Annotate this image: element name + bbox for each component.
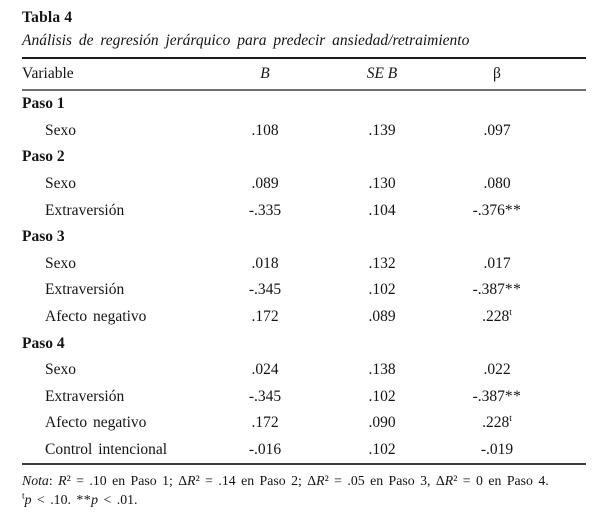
cell-b: .018 — [251, 254, 279, 272]
cell-beta: .228t — [482, 307, 512, 326]
variable-label: Extraversión — [45, 201, 125, 219]
significance-stars: ** — [504, 201, 522, 219]
significance-stars: ** — [504, 387, 522, 405]
step-label: Paso 3 — [22, 228, 65, 246]
step-label: Paso 2 — [22, 148, 65, 166]
cell-seb: .138 — [368, 361, 396, 379]
cell-beta: -.387** — [472, 281, 522, 299]
note-label: Nota — [22, 473, 49, 489]
variable-label: Sexo — [45, 121, 76, 139]
table-row-step: Paso 2 — [22, 144, 586, 171]
cell-b: .089 — [251, 175, 279, 193]
cell-b: .172 — [251, 414, 279, 432]
table-row-variable: Extraversión -.345 .102 -.387** — [22, 277, 586, 304]
table-row-variable: Sexo .089 .130 .080 — [22, 171, 586, 198]
paper-table: Tabla 4 Análisis de regresión jerárquico… — [22, 9, 586, 508]
cell-beta: -.376** — [472, 201, 522, 219]
variable-label: Extraversión — [45, 281, 125, 299]
cell-beta: .097 — [483, 121, 511, 139]
r-squared-symbol: R — [444, 473, 454, 489]
cell-beta: -.019 — [480, 441, 514, 459]
cell-seb: .102 — [368, 441, 396, 459]
p-symbol: p — [24, 492, 32, 508]
column-header-b: B — [260, 65, 270, 82]
cell-seb: .089 — [368, 308, 396, 326]
cell-beta: .228t — [482, 414, 512, 432]
cell-seb: .102 — [368, 387, 396, 405]
variable-label: Afecto negativo — [45, 308, 147, 326]
variable-label: Sexo — [45, 175, 76, 193]
cell-b: .108 — [251, 121, 279, 139]
table-row-variable: Afecto negativo .172 .089 .228t — [22, 304, 586, 331]
significance-trend-marker: t — [509, 414, 512, 425]
cell-b: -.345 — [248, 387, 282, 405]
stars-legend: ** — [76, 492, 92, 508]
table-row-step: Paso 4 — [22, 330, 586, 357]
column-header-seb: SE B — [366, 65, 398, 82]
cell-seb: .090 — [368, 414, 396, 432]
r-squared-symbol: R — [58, 473, 67, 489]
cell-beta: .080 — [483, 175, 511, 193]
variable-label: Extraversión — [45, 387, 125, 405]
cell-beta: .017 — [483, 254, 511, 272]
variable-label: Control intencional — [45, 441, 168, 459]
variable-label: Afecto negativo — [45, 414, 147, 432]
column-header-row: Variable B SE B β — [22, 59, 586, 89]
trend-marker-legend: t — [22, 491, 25, 502]
rule-below-header — [22, 89, 586, 91]
significance-trend-marker: t — [509, 307, 512, 318]
table-row-variable: Sexo .108 .139 .097 — [22, 118, 586, 145]
variable-label: Sexo — [45, 361, 76, 379]
p-symbol: p — [91, 492, 99, 508]
table-row-variable: Extraversión -.335 .104 -.376** — [22, 197, 586, 224]
cell-beta: -.387** — [472, 387, 522, 405]
table-row-variable: Sexo .024 .138 .022 — [22, 357, 586, 384]
cell-seb: .130 — [368, 175, 396, 193]
significance-stars: ** — [504, 281, 522, 299]
cell-seb: .139 — [368, 121, 396, 139]
table-row-variable: Sexo .018 .132 .017 — [22, 251, 586, 278]
table-row-step: Paso 1 — [22, 91, 586, 118]
cell-b: -.345 — [248, 281, 282, 299]
r-squared-symbol: R — [316, 473, 325, 489]
cell-b: .172 — [251, 308, 279, 326]
cell-b: -.016 — [248, 441, 282, 459]
column-header-variable: Variable — [22, 65, 74, 82]
table-note: Nota: R² = .10 en Paso 1; ΔR² = .14 en P… — [22, 473, 549, 508]
cell-beta: .022 — [483, 361, 511, 379]
cell-b: .024 — [251, 361, 279, 379]
cell-seb: .102 — [368, 281, 396, 299]
table-row-variable: Extraversión -.345 .102 -.387** — [22, 384, 586, 411]
rule-above-header — [22, 57, 586, 59]
rule-above-note — [22, 463, 586, 466]
r-squared-symbol: R — [187, 473, 196, 489]
step-label: Paso 4 — [22, 334, 65, 352]
table-number-title: Tabla 4 — [22, 9, 73, 26]
cell-seb: .132 — [368, 254, 396, 272]
table-row-step: Paso 3 — [22, 224, 586, 251]
table-row-variable: Control intencional -.016 .102 -.019 — [22, 437, 586, 464]
step-label: Paso 1 — [22, 95, 65, 113]
cell-b: -.335 — [248, 201, 282, 219]
column-header-beta: β — [493, 65, 501, 82]
table-row-variable: Afecto negativo .172 .090 .228t — [22, 410, 586, 437]
cell-seb: .104 — [368, 201, 396, 219]
table-caption: Análisis de regresión jerárquico para pr… — [22, 32, 470, 49]
variable-label: Sexo — [45, 254, 76, 272]
